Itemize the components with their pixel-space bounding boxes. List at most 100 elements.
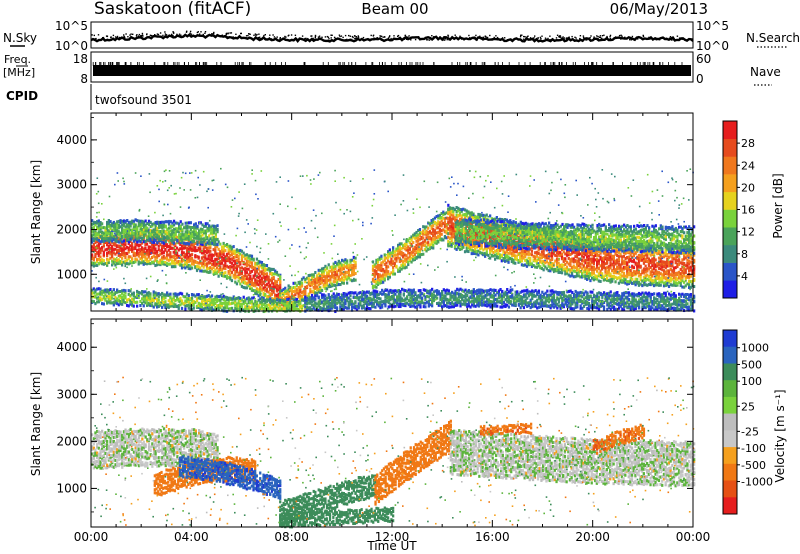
- velocity-cbar-tick: -100: [741, 442, 766, 455]
- velocity-cbar-label: Velocity [m s⁻¹]: [773, 389, 787, 482]
- nsearch-dot: [355, 36, 358, 38]
- nsearch-dot: [164, 31, 166, 33]
- nsearch-dot: [496, 37, 498, 39]
- power-cbar-cell: [723, 156, 737, 175]
- power-cbar-tick: 24: [741, 159, 755, 172]
- power-panel: 4000 3000 2000 1000 Slant Range [km] 28 24 20…: [29, 112, 785, 314]
- nsearch-dot: [637, 38, 639, 40]
- nsearch-dot: [482, 36, 485, 38]
- nsearch-dot: [240, 32, 242, 35]
- nsearch-dot: [141, 35, 143, 37]
- nsearch-dot: [294, 34, 297, 36]
- nsearch-dot: [598, 36, 601, 38]
- nsearch-dot: [613, 37, 615, 39]
- nsearch-dot: [403, 38, 405, 40]
- nsearch-dot: [247, 34, 249, 37]
- nsearch-dot: [282, 38, 284, 40]
- velocity-cbar-cell: [723, 346, 737, 364]
- nsearch-dot: [399, 38, 401, 40]
- nsearch-dot: [173, 32, 175, 34]
- nsearch-dot: [468, 34, 470, 37]
- nsearch-dot: [436, 36, 438, 39]
- velocity-cbar-cell: [723, 447, 737, 465]
- nsearch-dot: [597, 35, 599, 38]
- velocity-panel: 4000 3000 2000 1000 00:00 04:00 08:00 12:00 16:…: [29, 318, 787, 553]
- nsearch-dot: [447, 37, 449, 39]
- cpid-row: CPID twofsound 3501: [6, 84, 192, 110]
- nsearch-dot: [397, 34, 400, 37]
- nsearch-dot: [609, 34, 612, 37]
- nsearch-dot: [334, 39, 336, 41]
- nsearch-dot: [620, 34, 622, 36]
- nsearch-dot: [485, 36, 487, 38]
- nsearch-dot: [248, 33, 250, 35]
- nsearch-dot: [404, 34, 406, 37]
- nsearch-dot: [482, 39, 484, 41]
- nave-tick-bottom: 0: [696, 72, 704, 86]
- nsearch-dot: [629, 36, 631, 39]
- nsearch-dot: [272, 34, 274, 36]
- nsearch-dot: [642, 35, 645, 38]
- nsearch-dot: [601, 37, 603, 40]
- nsearch-dot: [318, 37, 320, 39]
- nsearch-dot: [356, 37, 358, 39]
- velocity-cbar-tick: 25: [741, 400, 755, 413]
- nsearch-dot: [255, 34, 257, 36]
- nsearch-dot: [444, 36, 446, 38]
- nsearch-dot: [387, 37, 390, 39]
- power-ylabel: Slant Range [km]: [29, 160, 43, 264]
- velocity-ylabel: Slant Range [km]: [29, 372, 43, 476]
- power-data-layer: [91, 167, 696, 314]
- nsearch-dot: [171, 34, 173, 37]
- nsearch-dot: [665, 37, 668, 39]
- velocity-cbar-tick: 1000: [741, 342, 769, 355]
- nsearch-dot: [254, 33, 257, 35]
- nsearch-dot: [670, 38, 672, 40]
- nsearch-dot: [687, 39, 689, 41]
- nsearch-dot: [606, 36, 608, 39]
- nsearch-dot: [563, 38, 565, 41]
- noise-panel: 10^5 10^0 10^5 10^0 N.Sky N.Search: [3, 19, 800, 53]
- station-title: Saskatoon (fitACF): [94, 0, 251, 19]
- nsearch-dot: [312, 37, 314, 40]
- nsearch-dot: [410, 36, 412, 38]
- nsearch-dot: [389, 35, 391, 37]
- nsearch-dot: [297, 38, 299, 40]
- nsearch-dot: [327, 36, 330, 38]
- nsearch-dot: [655, 39, 657, 41]
- nsearch-dot: [357, 36, 360, 38]
- nsearch-dot: [558, 35, 560, 38]
- nsearch-dot: [612, 39, 614, 41]
- power-cbar-tick: 12: [741, 226, 755, 239]
- nsearch-dot: [232, 36, 234, 38]
- nsearch-dot: [526, 37, 528, 40]
- nsearch-dot: [527, 35, 529, 37]
- nsearch-dot: [312, 38, 314, 41]
- nsearch-dot: [189, 32, 191, 34]
- nsearch-dot: [338, 34, 341, 36]
- nsearch-dot: [674, 39, 676, 41]
- nsearch-dot: [106, 35, 109, 37]
- nave-texture: [92, 62, 683, 66]
- nsearch-dot: [394, 38, 396, 40]
- nsearch-dot: [495, 35, 497, 37]
- nsearch-dot: [597, 38, 599, 40]
- nsearch-dot: [541, 35, 543, 37]
- nsearch-dot: [351, 35, 354, 38]
- nsearch-dot: [189, 30, 192, 33]
- nsearch-dot: [304, 37, 306, 40]
- nsearch-dot: [185, 31, 188, 33]
- sparse-scatter: [91, 376, 695, 527]
- power-cbar-tick: 28: [741, 137, 755, 150]
- echo-band: [91, 427, 219, 473]
- power-cbar-cell: [723, 121, 737, 139]
- nsearch-dot: [534, 35, 536, 37]
- freq-tick-bottom: 8: [80, 72, 88, 86]
- nsearch-dot: [331, 34, 333, 36]
- nsearch-dot: [109, 38, 112, 40]
- nsearch-dot: [288, 34, 290, 36]
- nsearch-dot: [200, 31, 202, 33]
- nsearch-dot: [217, 34, 220, 37]
- nsearch-dot: [116, 35, 119, 38]
- nsearch-dot: [433, 37, 435, 40]
